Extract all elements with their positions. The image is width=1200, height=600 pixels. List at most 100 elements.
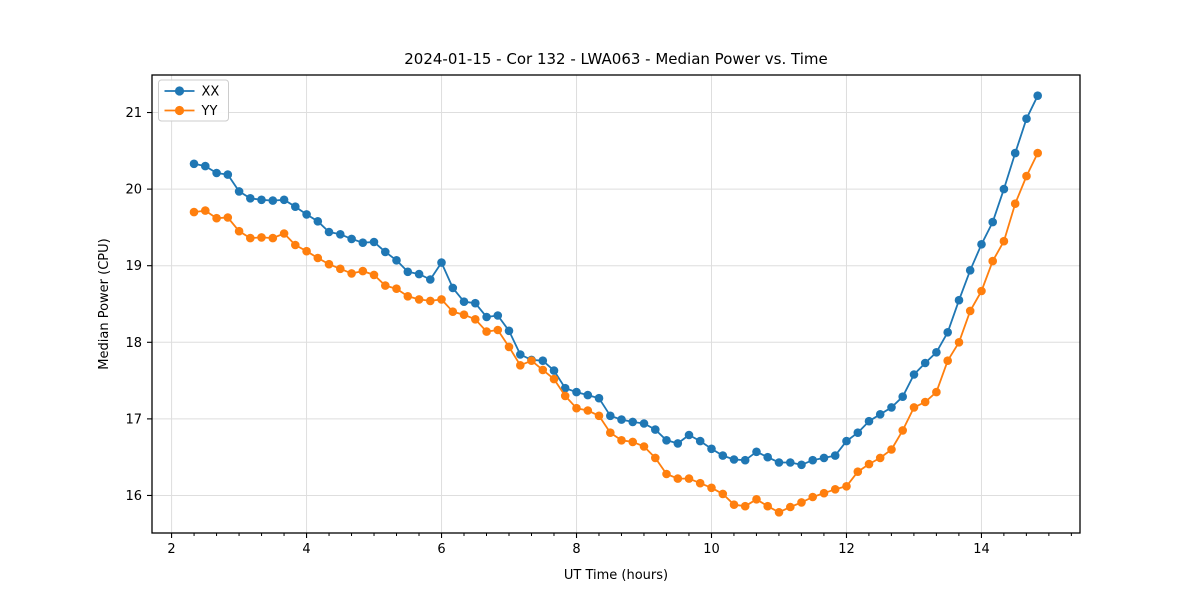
data-point-xx [639,419,649,428]
data-point-xx [572,387,581,397]
data-point-xx [381,247,390,257]
data-point-yy [740,501,750,511]
legend: XX YY [158,79,229,122]
data-point-xx [1010,148,1020,158]
data-point-yy [516,361,525,370]
data-point-xx [999,184,1009,194]
data-point-xx [234,187,244,196]
data-point-yy [336,264,345,274]
data-point-yy [403,292,413,301]
data-point-xx [583,390,593,400]
data-point-yy [189,207,199,217]
data-point-yy [639,442,649,451]
x-tick-label: 12 [838,542,855,557]
data-point-xx [538,356,548,366]
data-point-xx [740,455,750,465]
chart-title: 2024-01-15 - Cor 132 - LWA063 - Median P… [404,50,828,68]
data-point-yy [437,295,446,304]
data-point-yy [943,356,952,366]
data-point-yy [414,295,424,304]
data-point-yy [774,508,784,517]
data-point-xx [887,403,896,412]
data-point-xx [842,436,851,446]
data-point-yy [347,269,356,278]
data-point-xx [617,415,626,424]
data-point-xx [707,444,716,454]
data-point-yy [212,213,221,223]
data-point-xx [302,210,311,219]
data-point-yy [752,495,761,504]
data-point-yy [279,229,289,238]
legend-label-yy: YY [201,104,218,119]
data-point-yy [830,485,840,494]
data-point-xx [560,383,570,393]
data-point-xx [549,366,559,375]
data-point-yy [324,259,334,269]
x-tick-label: 14 [973,542,990,557]
data-point-xx [291,202,300,211]
data-point-yy [606,428,615,438]
data-point-xx [864,416,874,426]
data-point-xx [774,458,784,467]
x-tick-label: 10 [703,542,720,557]
data-point-xx [763,452,772,462]
data-point-yy [954,338,964,347]
data-point-yy [201,206,210,215]
y-tick-label: 18 [125,336,142,351]
data-point-yy [842,482,851,491]
data-point-yy [560,391,570,401]
data-point-yy [988,256,997,266]
data-point-xx [830,451,840,460]
data-point-xx [324,227,334,237]
data-point-xx [628,417,637,427]
data-point-xx [516,350,525,359]
data-point-xx [718,451,728,460]
data-point-xx [594,393,604,403]
data-point-xx [257,195,266,205]
data-point-yy [549,374,559,384]
data-point-yy [853,467,863,477]
legend-marker-yy [174,105,185,116]
data-point-xx [797,460,806,470]
data-point-yy [999,236,1009,246]
x-axis-label: UT Time (hours) [564,568,668,583]
data-point-xx [313,217,323,226]
data-point-xx [471,298,480,308]
data-point-xx [279,195,289,205]
data-point-yy [965,306,975,316]
data-point-xx [1022,114,1031,123]
data-point-xx [684,430,694,440]
data-point-yy [369,270,379,280]
data-point-yy [786,502,795,512]
data-point-yy [808,492,817,502]
data-point-xx [504,326,514,336]
legend-marker-xx [174,86,185,96]
data-point-xx [954,295,964,305]
data-point-xx [695,436,705,446]
data-point-xx [808,455,817,465]
data-point-xx [662,436,671,445]
data-point-yy [268,233,278,243]
data-point-xx [819,453,829,463]
tick-layer: 2 4 6 8 10 12 14 16 17 18 19 20 21 [125,106,1072,557]
data-point-xx [212,168,221,178]
data-point-yy [459,310,469,320]
data-point-yy [718,489,728,499]
plot-border [151,74,1081,534]
y-tick-label: 21 [125,106,142,121]
data-point-yy [223,213,233,222]
data-point-yy [504,342,514,352]
data-point-xx [392,255,401,265]
data-point-yy [1010,199,1020,208]
y-axis-label: Median Power (CPU) [97,238,112,369]
x-tick-label: 4 [302,542,310,557]
data-point-xx [853,428,863,438]
data-point-xx [201,161,210,171]
data-point-yy [763,501,772,511]
data-point-yy [662,469,671,479]
data-point-yy [887,445,896,454]
x-tick-label: 6 [437,542,445,557]
data-point-yy [797,498,806,507]
data-point-yy [909,403,919,412]
